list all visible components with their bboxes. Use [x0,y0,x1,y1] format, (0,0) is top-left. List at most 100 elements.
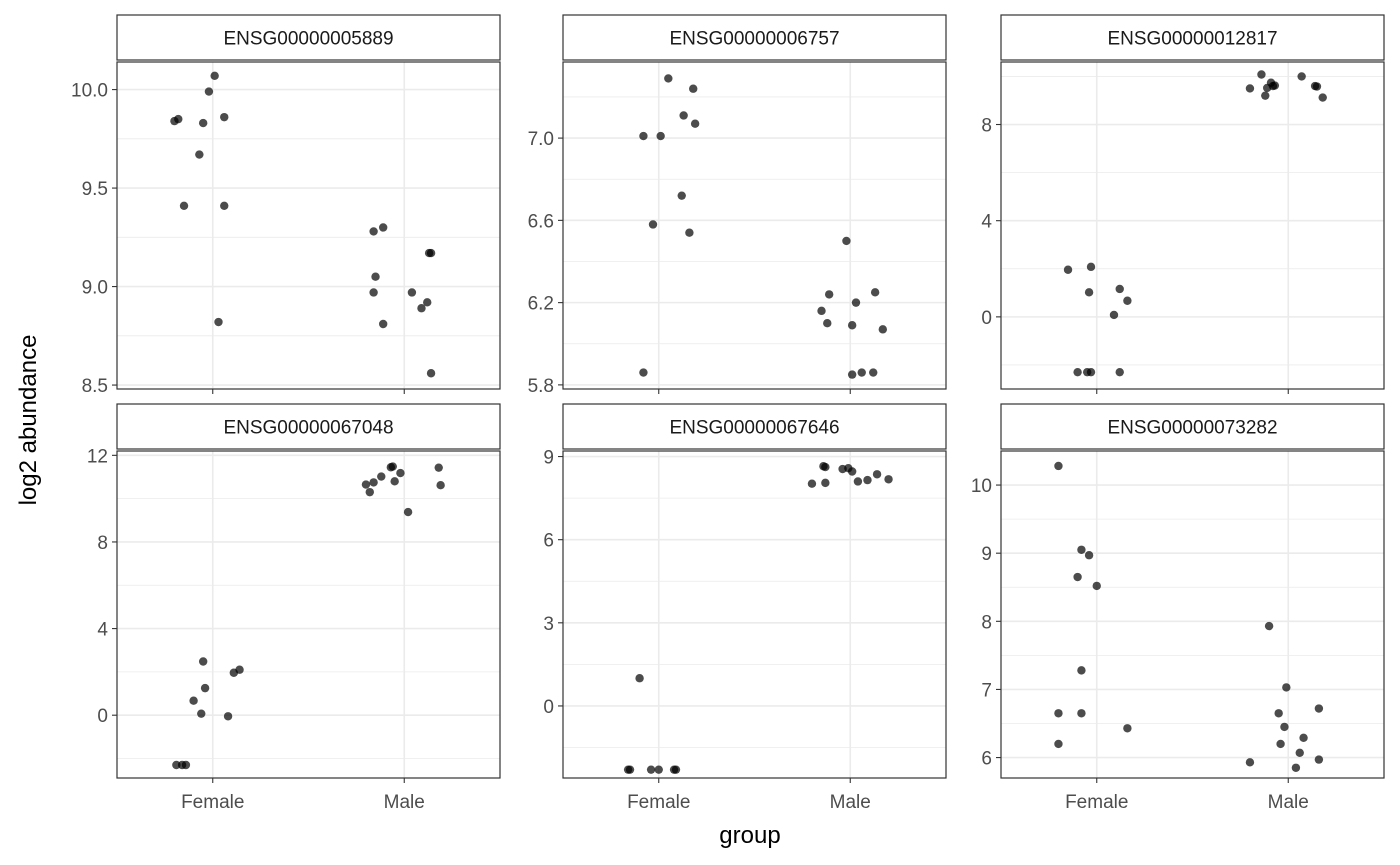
data-point [378,223,388,232]
panel-border [1000,61,1385,390]
facet-strip-label: ENSG00000073282 [1107,418,1277,439]
data-point [210,71,219,80]
y-tick-label: 9.5 [82,179,108,200]
data-point [847,321,857,330]
data-point [821,462,830,472]
data-point [807,479,817,488]
data-point [1264,621,1274,631]
data-point [195,150,204,159]
facet-panels: ENSG00000005889 8.5 9.0 9.5 10.0 ENSG00000006… [71,14,1385,813]
data-point [377,472,386,481]
y-tick-label: 6.6 [528,211,554,232]
data-point [407,288,417,297]
data-point [1261,91,1270,100]
y-tick-label: 8.5 [82,376,108,397]
y-tick-label: 9 [981,544,992,565]
data-point [853,477,863,486]
x-tick-label: Male [384,792,425,813]
data-point [1282,683,1291,692]
data-point [423,298,432,307]
plot-area [1001,62,1384,389]
data-point [625,765,635,774]
data-point [371,272,380,281]
data-point [1086,262,1096,272]
facet-panel: ENSG00000073282 6 7 8 9 10 Female Male [971,403,1385,813]
data-point [842,236,851,246]
y-tick-label: 6 [981,749,992,770]
y-tick-label: 4 [97,620,108,641]
data-point [648,220,658,229]
data-point [434,463,443,472]
facet-strip-label: ENSG00000005889 [223,29,393,50]
data-point [369,478,378,487]
data-point [235,665,244,674]
facet-panel: ENSG00000006757 5.8 6.2 6.6 7.0 [528,14,947,397]
y-tick-label: 6 [543,531,554,552]
data-point [690,119,700,128]
x-tick-label: Male [830,792,871,813]
data-point [1314,704,1324,713]
facet-strip-label: ENSG00000006757 [669,29,839,50]
data-point [1123,296,1132,305]
data-point [361,480,371,489]
data-point [1115,284,1124,294]
data-point [200,683,210,693]
data-point [671,765,681,774]
data-point [654,765,663,774]
y-tick-label: 4 [981,212,992,233]
data-point [1318,93,1327,102]
data-point [426,369,436,378]
data-point [1299,733,1308,743]
facet-strip [116,403,501,450]
data-point [223,712,233,721]
data-point [679,111,688,120]
y-tick-label: 10.0 [71,81,108,102]
data-point [1073,367,1082,377]
data-point [390,477,399,486]
plot-area [117,451,500,778]
data-point [1297,72,1306,81]
data-point [369,227,378,236]
data-point [872,470,882,479]
x-tick-label: Female [181,792,244,813]
data-point [417,304,426,313]
data-point [689,84,698,93]
data-point [197,709,206,718]
x-tick-label: Female [627,792,690,813]
data-point [198,118,208,128]
plot-area [563,451,946,778]
y-tick-label: 3 [543,614,554,635]
data-point [1270,81,1280,90]
y-tick-label: 0 [543,697,554,718]
facet-strip [1000,14,1385,61]
data-point [179,201,189,211]
data-point [365,487,374,497]
data-point [664,74,673,83]
y-tick-label: 0 [97,706,108,727]
data-point [1276,739,1285,749]
data-point [1063,265,1073,274]
data-point [1257,70,1266,79]
data-point [204,87,214,96]
data-point [878,325,888,334]
facet-strip-label: ENSG00000012817 [1107,29,1277,50]
data-point [1084,551,1094,560]
data-point [214,317,223,327]
data-point [1084,288,1094,297]
y-tick-label: 12 [87,446,108,467]
data-point [823,318,832,328]
data-point [189,696,198,705]
data-point [403,507,413,517]
data-point [817,306,826,316]
data-point [198,657,208,666]
data-point [1291,763,1301,772]
y-tick-label: 9.0 [82,278,108,299]
data-point [677,191,686,200]
y-tick-label: 10 [971,476,992,497]
facet-strip [562,403,947,450]
data-point [220,201,229,211]
data-point [646,765,656,774]
data-point [426,248,436,258]
data-point [1073,572,1082,582]
data-point [851,298,861,307]
